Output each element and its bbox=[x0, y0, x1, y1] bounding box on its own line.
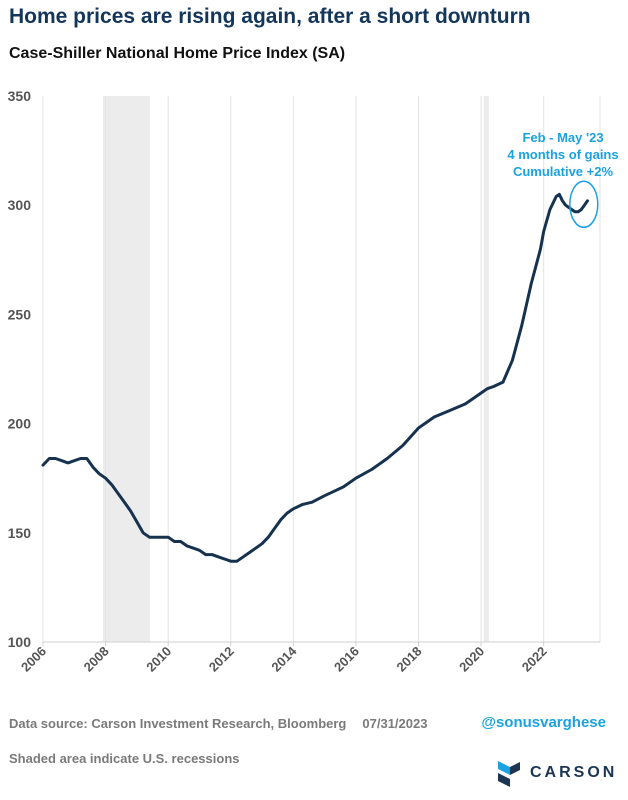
x-tick-label-2018: 2018 bbox=[394, 644, 425, 675]
y-tick-label-300: 300 bbox=[8, 197, 32, 213]
gridlines bbox=[42, 96, 601, 642]
y-tick-label-200: 200 bbox=[8, 416, 32, 432]
annotation-line-1: Feb - May '23 bbox=[522, 130, 603, 145]
x-tick-label-2016: 2016 bbox=[331, 644, 362, 675]
carson-logo-text: CARSON bbox=[530, 764, 618, 781]
data-date: 07/31/2023 bbox=[362, 716, 428, 731]
y-tick-label-150: 150 bbox=[8, 525, 32, 541]
recession-band-1 bbox=[102, 96, 150, 642]
x-tick-label-2022: 2022 bbox=[519, 644, 550, 675]
annotation-text: Feb - May '23 4 months of gains Cumulative… bbox=[507, 130, 618, 179]
recession-note: Shaded area indicate U.S. recessions bbox=[9, 751, 240, 766]
chart-title: Home prices are rising again, after a sh… bbox=[9, 5, 531, 28]
recession-bands bbox=[102, 96, 489, 642]
data-source: Data source: Carson Investment Research,… bbox=[9, 716, 427, 731]
carson-logo-icon bbox=[498, 761, 520, 787]
data-source-text: Data source: Carson Investment Research,… bbox=[9, 716, 347, 731]
annotation-line-2: 4 months of gains bbox=[507, 147, 618, 162]
x-tick-label-2012: 2012 bbox=[206, 644, 237, 675]
y-tick-label-100: 100 bbox=[8, 634, 32, 650]
x-tick-label-2020: 2020 bbox=[456, 644, 487, 675]
recession-band-2 bbox=[483, 96, 489, 642]
y-axis-ticks: 100 150 200 250 300 350 bbox=[8, 88, 32, 650]
x-axis-ticks: 2006 2008 2010 2012 2014 2016 2018 2020 2022 bbox=[18, 642, 550, 675]
carson-logo: CARSON bbox=[492, 758, 614, 790]
annotation-circle bbox=[569, 180, 599, 229]
x-tick-label-2008: 2008 bbox=[81, 644, 112, 675]
x-tick-label-2010: 2010 bbox=[143, 644, 174, 675]
series-line-home-price-index bbox=[41, 192, 589, 563]
y-tick-label-250: 250 bbox=[8, 306, 32, 322]
chart-subtitle: Case-Shiller National Home Price Index (… bbox=[9, 45, 346, 62]
author-handle: @sonusvarghese bbox=[481, 714, 606, 731]
y-tick-label-350: 350 bbox=[8, 88, 32, 104]
x-tick-label-2014: 2014 bbox=[268, 643, 300, 675]
annotation-line-3: Cumulative +2% bbox=[513, 164, 614, 179]
